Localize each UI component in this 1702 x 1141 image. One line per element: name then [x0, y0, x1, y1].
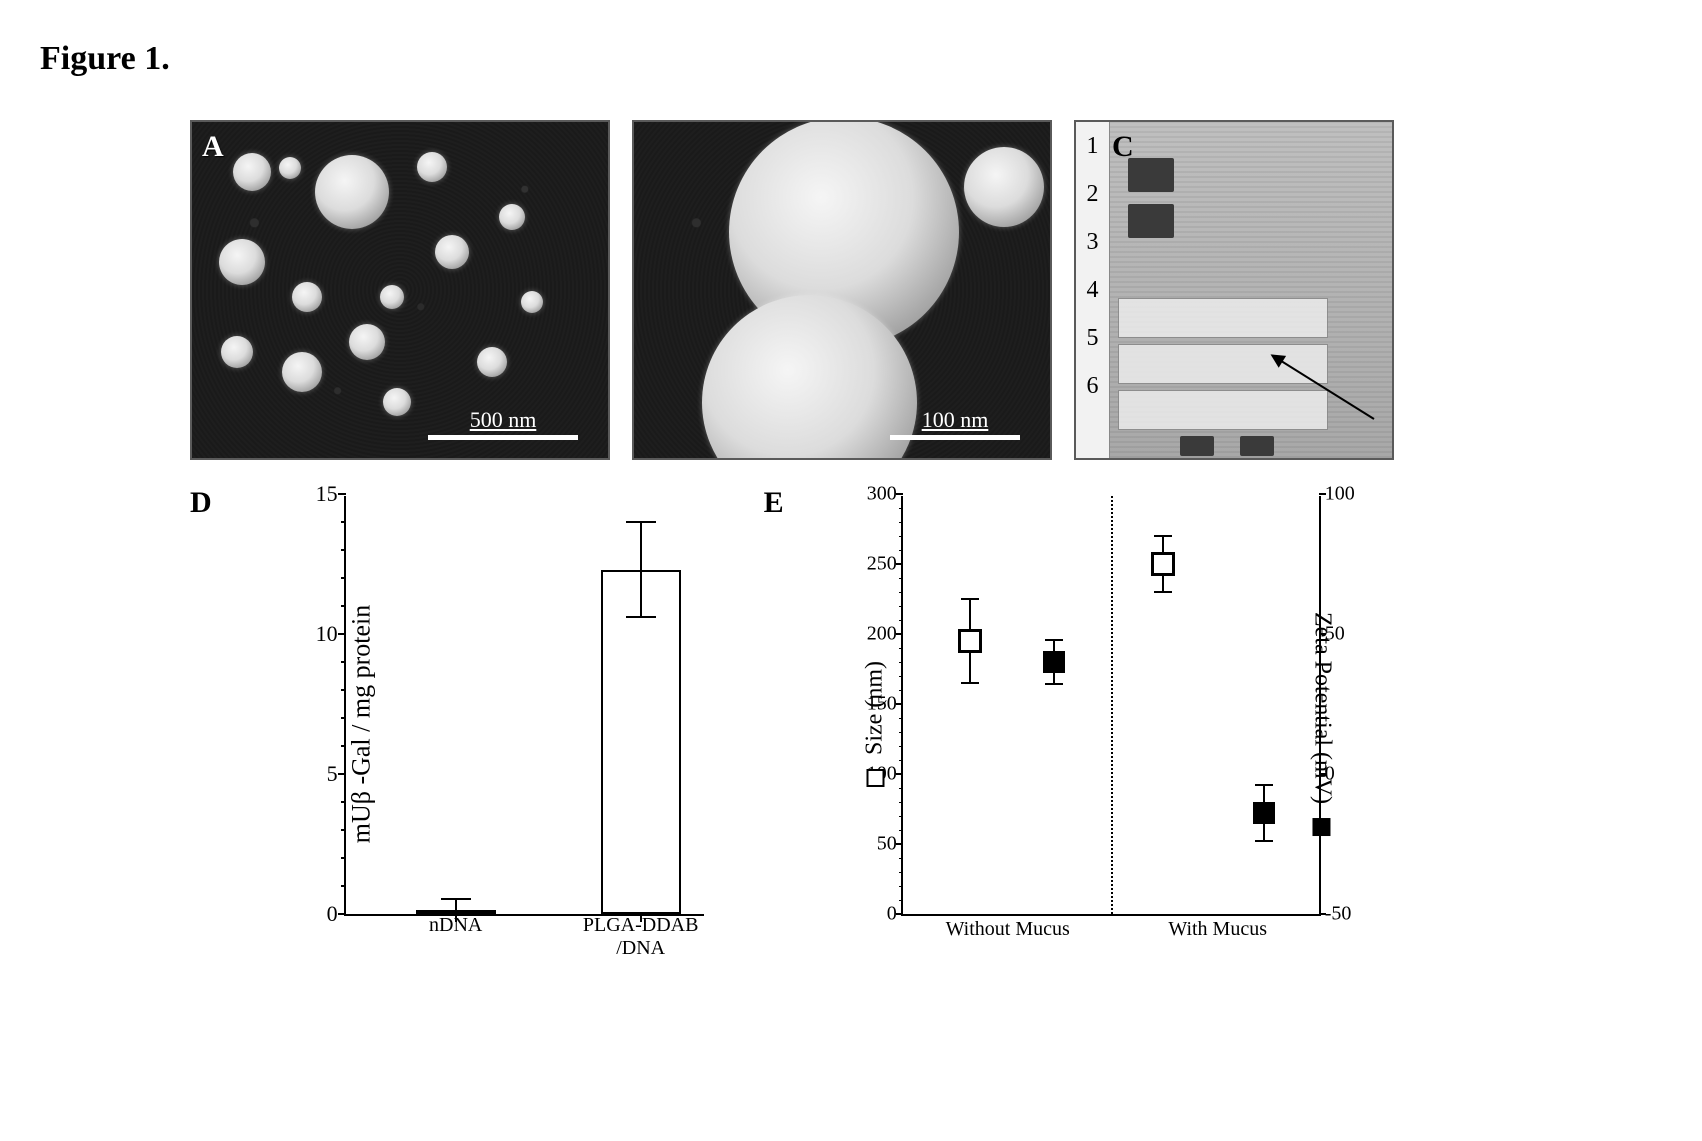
- bar: [601, 570, 681, 914]
- lane-number: 5: [1076, 314, 1109, 362]
- panel-a-tem-image: A 500 nm: [190, 120, 610, 460]
- gel-well: [1240, 436, 1274, 456]
- scale-label-a: 500 nm: [428, 407, 578, 433]
- chart-d-bar: 051015nDNAPLGA-DDAB/DNA mUβ -Gal / mg pr…: [224, 486, 724, 961]
- nanoparticle-sphere: [219, 239, 265, 285]
- nanoparticle-sphere: [964, 147, 1044, 227]
- lane-number: 6: [1076, 362, 1109, 410]
- gel-band: [1118, 390, 1328, 430]
- nanoparticle-sphere: [221, 336, 253, 368]
- panel-a-letter: A: [202, 130, 224, 164]
- panel-e-wrap: E 050100150200250300-50050100Without Muc…: [764, 486, 1416, 961]
- ylabel-left-text: Size (nm): [861, 661, 887, 755]
- chart-e-scatter: 050100150200250300-50050100Without Mucus…: [796, 486, 1416, 961]
- scale-bar-line: [890, 435, 1020, 440]
- ytick-left: 200: [867, 623, 897, 646]
- scale-label-b: 100 nm: [890, 407, 1020, 433]
- ytick-left: 300: [867, 483, 897, 506]
- ytick-left: 250: [867, 553, 897, 576]
- x-group-label: Without Mucus: [946, 918, 1070, 941]
- ylabel-right-text: Zeta Potential (mV): [1309, 612, 1335, 804]
- nanoparticle-sphere: [349, 324, 385, 360]
- nanoparticle-sphere: [233, 153, 271, 191]
- panel-b-tem-image: 100 nm: [632, 120, 1052, 460]
- legend-filled-square-icon: [1312, 817, 1330, 835]
- scale-bar-a: 500 nm: [428, 407, 578, 440]
- lane-number: 4: [1076, 266, 1109, 314]
- nanoparticle-sphere: [383, 388, 411, 416]
- chart-e-plot: 050100150200250300-50050100Without Mucus…: [901, 496, 1321, 916]
- lane-number: 1: [1076, 122, 1109, 170]
- gel-lane-numbers: 654321: [1076, 122, 1110, 458]
- panel-d-letter: D: [190, 486, 212, 961]
- scale-bar-line: [428, 435, 578, 440]
- nanoparticle-sphere: [499, 204, 525, 230]
- ytick-left: 0: [887, 903, 897, 926]
- gel-band: [1118, 344, 1328, 384]
- legend-open-square-icon: [867, 768, 885, 786]
- chart-e-divider: [1111, 496, 1113, 914]
- gel-band: [1118, 298, 1328, 338]
- nanoparticle-sphere: [315, 155, 389, 229]
- marker-zeta: [1043, 651, 1065, 673]
- ytick-label: 5: [327, 761, 338, 787]
- ytick-left: 50: [877, 833, 897, 856]
- nanoparticle-sphere: [380, 285, 404, 309]
- marker-size: [958, 629, 982, 653]
- nanoparticle-sphere: [292, 282, 322, 312]
- gel-well: [1180, 436, 1214, 456]
- panel-e-letter: E: [764, 486, 784, 961]
- chart-d-plot: 051015nDNAPLGA-DDAB/DNA: [344, 496, 704, 916]
- nanoparticle-sphere: [521, 291, 543, 313]
- lane-number: 3: [1076, 218, 1109, 266]
- chart-e-ylabel-right: Zeta Potential (mV): [1308, 612, 1335, 836]
- lane-number: 2: [1076, 170, 1109, 218]
- nanoparticle-sphere: [477, 347, 507, 377]
- ytick-right: -50: [1325, 903, 1352, 926]
- gel-body: [1110, 122, 1392, 458]
- panel-c-gel: 654321 C: [1074, 120, 1394, 460]
- gel-band: [1128, 158, 1174, 192]
- panel-c-letter: C: [1112, 130, 1134, 164]
- gel-band: [1128, 204, 1174, 238]
- scale-bar-b: 100 nm: [890, 407, 1020, 440]
- nanoparticle-sphere: [279, 157, 301, 179]
- chart-d-ylabel: mUβ -Gal / mg protein: [346, 604, 376, 843]
- figure-panels: A 500 nm 100 nm 654321 C D 0 5 10 1: [190, 120, 1590, 961]
- nanoparticle-sphere: [282, 352, 322, 392]
- figure-title: Figure 1.: [40, 40, 170, 78]
- marker-zeta: [1253, 802, 1275, 824]
- x-group-label: With Mucus: [1168, 918, 1267, 941]
- ytick-label: 0: [327, 901, 338, 927]
- nanoparticle-sphere: [417, 152, 447, 182]
- nanoparticle-sphere: [435, 235, 469, 269]
- chart-e-ylabel-left: Size (nm): [861, 661, 888, 787]
- marker-size: [1151, 552, 1175, 576]
- ytick-label: 10: [316, 621, 338, 647]
- ytick-label: 15: [316, 481, 338, 507]
- panel-d-wrap: D 051015nDNAPLGA-DDAB/DNA mUβ -Gal / mg …: [190, 486, 724, 961]
- ytick-right: 100: [1325, 483, 1355, 506]
